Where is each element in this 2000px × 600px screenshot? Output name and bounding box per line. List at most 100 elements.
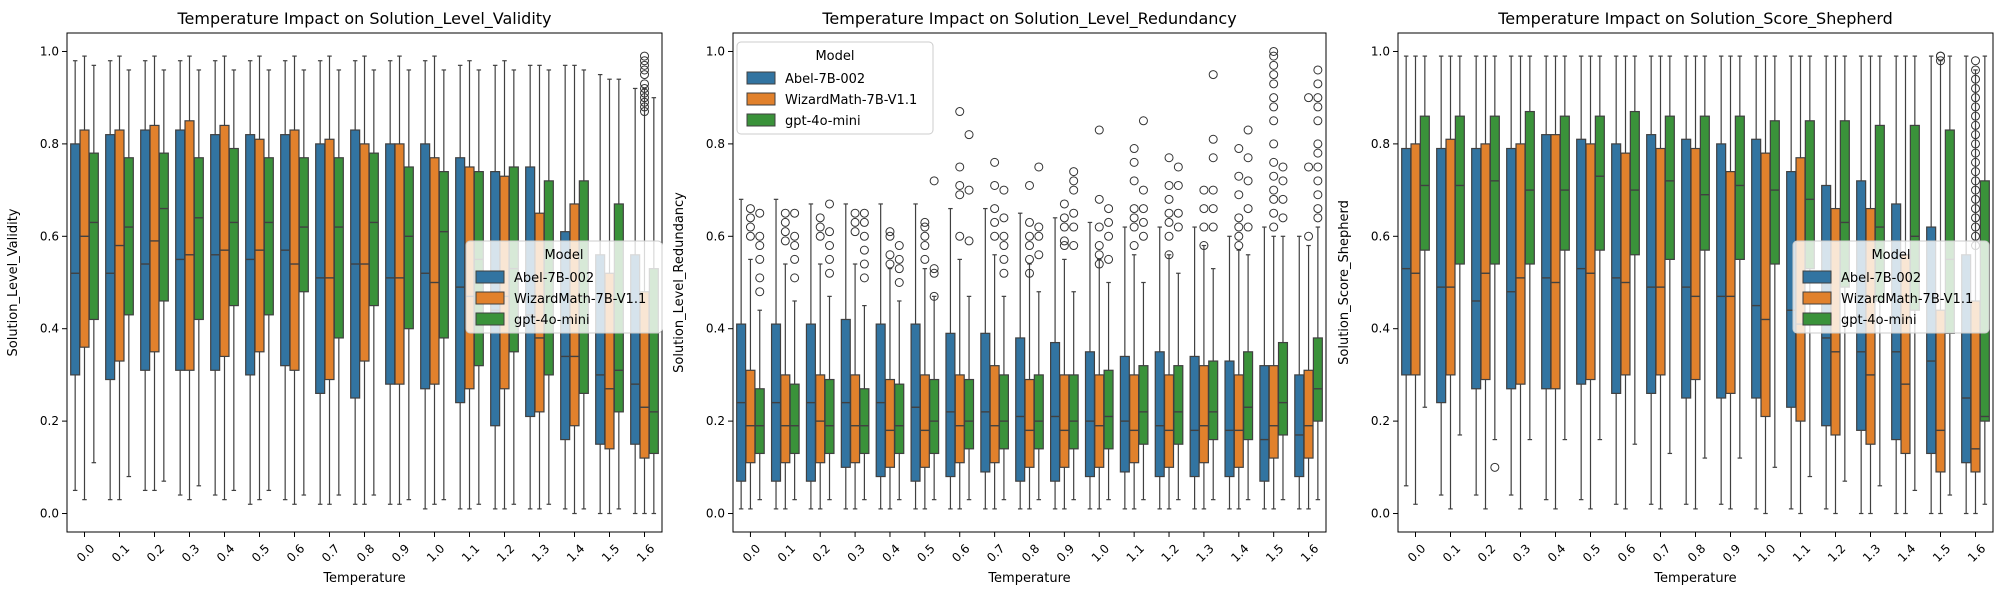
outlier-point <box>964 185 974 195</box>
x-tick-label: 1.6 <box>634 541 657 564</box>
outlier-point <box>955 162 965 172</box>
box-gpt-4o-mini-0.8 <box>368 69 379 496</box>
outlier-point <box>1971 74 1980 84</box>
box-gpt-4o-mini-0.8 <box>1699 55 1710 459</box>
x-tick-label: 1.2 <box>1825 541 1848 564</box>
box-body <box>1259 365 1270 482</box>
box-gpt-4o-mini-0.0 <box>1419 55 1430 408</box>
box-gpt-4o-mini-0.9 <box>403 69 414 501</box>
outlier-point <box>1234 213 1244 223</box>
box-body <box>1690 147 1701 381</box>
box-wizardmath-7b-v1-1-1.1 <box>1129 254 1140 510</box>
outlier-point <box>1129 144 1139 154</box>
box-wizardmath-7b-v1-1-0.5 <box>1585 55 1596 510</box>
outlier-point <box>640 107 649 117</box>
x-tick-label: 1.0 <box>1089 541 1112 564</box>
outlier-point <box>825 199 835 209</box>
outlier-point <box>815 231 825 241</box>
legend: Model Abel-7B-002 WizardMath-7B-V1.1 gpt-4o… <box>465 240 663 334</box>
outlier-point <box>1025 180 1034 190</box>
box-gpt-4o-mini-0.1 <box>1454 55 1465 436</box>
box-body <box>315 143 326 394</box>
chart-panel-1: Temperature Impact on Solution_Level_Val… <box>6 9 663 586</box>
box-body <box>1233 374 1244 468</box>
outlier-point <box>1069 208 1079 218</box>
x-tick-label: 1.6 <box>1298 541 1321 564</box>
box-body <box>1243 351 1254 441</box>
x-tick-label: 0.6 <box>284 541 307 564</box>
outlier-point <box>1971 194 1980 204</box>
outlier-point <box>1208 222 1218 232</box>
outlier-point <box>1971 167 1980 177</box>
box-body <box>1068 374 1079 450</box>
box-body <box>980 332 991 473</box>
box-body <box>333 157 344 339</box>
outlier-point <box>859 231 869 241</box>
x-tick-label: 1.4 <box>1228 541 1251 564</box>
box-abel-7b-002-0.1 <box>770 198 782 510</box>
outlier-point <box>894 254 904 264</box>
y-tick-label: 0.6 <box>40 229 59 243</box>
x-tick-label: 1.5 <box>1930 541 1953 564</box>
outlier-point <box>1269 51 1279 61</box>
outlier-point <box>1269 93 1279 103</box>
box-body <box>1154 351 1165 478</box>
box-gpt-4o-mini-0.0 <box>754 309 765 501</box>
box-wizardmath-7b-v1-1-0.6 <box>1620 55 1631 510</box>
box-gpt-4o-mini-1.6 <box>1312 226 1323 501</box>
box-body <box>1410 143 1421 376</box>
x-tick-label: 1.0 <box>1755 541 1778 564</box>
outlier-point <box>1059 222 1069 232</box>
box-body <box>245 134 256 376</box>
outlier-point <box>1234 222 1244 232</box>
outlier-point <box>1313 213 1323 223</box>
outlier-point <box>929 264 939 274</box>
box-abel-7b-002-0.9 <box>1050 217 1061 510</box>
y-tick-label: 0.2 <box>706 414 725 428</box>
box-gpt-4o-mini-0.7 <box>333 69 344 496</box>
box-gpt-4o-mini-0.7 <box>1664 55 1675 455</box>
outlier-point <box>1269 46 1279 56</box>
box-body <box>210 134 221 371</box>
outlier-point <box>1129 241 1139 251</box>
outlier-point <box>929 291 939 301</box>
outlier-point <box>1278 162 1288 172</box>
box-gpt-4o-mini-1.6 <box>648 97 659 515</box>
legend-label: Abel-7B-002 <box>1841 271 1921 286</box>
box-abel-7b-002-0.5 <box>910 203 921 510</box>
axes-frame <box>732 32 1327 533</box>
outlier-point <box>755 241 765 251</box>
x-tick-label: 1.1 <box>459 541 482 564</box>
y-tick-label: 1.0 <box>706 44 725 58</box>
outlier-point <box>999 241 1009 251</box>
box-body <box>929 378 940 455</box>
box-gpt-4o-mini-0.3 <box>193 69 204 487</box>
box-body <box>1524 110 1535 265</box>
box-body <box>1716 143 1727 399</box>
chart-panel-2: Temperature Impact on Solution_Level_Red… <box>672 9 1327 586</box>
chart-panel-3: Temperature Impact on Solution_Score_She… <box>1337 9 1994 586</box>
outlier-point <box>1313 93 1323 103</box>
outlier-point <box>1243 125 1253 135</box>
outlier-point <box>1234 144 1244 154</box>
outlier-point <box>1129 204 1139 214</box>
box-body <box>368 152 379 307</box>
legend-label: WizardMath-7B-V1.1 <box>785 93 917 108</box>
box-body <box>1576 138 1587 385</box>
x-tick-label: 1.2 <box>1159 541 1182 564</box>
outlier-point <box>1208 70 1218 80</box>
outlier-point <box>1936 51 1945 61</box>
x-tick-label: 1.3 <box>529 541 552 564</box>
box-abel-7b-002-0.0 <box>1401 55 1412 487</box>
legend-title: Model <box>1871 248 1910 263</box>
box-body <box>1515 143 1526 385</box>
outlier-point <box>1269 79 1279 89</box>
box-body <box>455 157 466 404</box>
legend-label: gpt-4o-mini <box>1841 313 1917 328</box>
legend-swatch <box>746 71 776 85</box>
box-body <box>429 157 440 385</box>
outlier-point <box>1138 185 1148 195</box>
box-body <box>1173 365 1184 445</box>
outlier-point <box>1971 65 1980 75</box>
outlier-point <box>1069 241 1079 251</box>
